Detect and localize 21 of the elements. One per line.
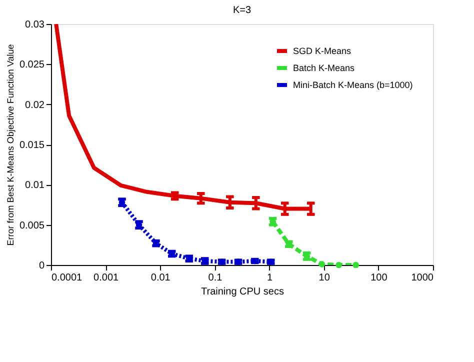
y-tick-label: 0.005: [19, 220, 45, 232]
x-tick-label: 0.0001: [52, 272, 83, 284]
x-tick-label: 1: [267, 272, 274, 284]
x-tick-label: 1000: [411, 272, 434, 284]
x-tick-label: 100: [370, 272, 388, 284]
legend-label: Batch K-Means: [293, 63, 356, 73]
y-tick-label: 0.03: [25, 20, 45, 30]
x-tick-label: 0.1: [208, 272, 223, 284]
x-tick-label: 0.001: [94, 272, 120, 284]
x-tick-label: 0.01: [150, 272, 171, 284]
y-tick-label: 0.01: [25, 180, 45, 192]
y-tick-label: 0.015: [19, 140, 45, 151]
y-tick-label: 0.025: [19, 60, 45, 71]
y-tick-label: 0: [38, 260, 45, 272]
y-tick-label: 0.02: [25, 100, 45, 111]
legend-label: Mini-Batch K-Means (b=1000): [293, 80, 413, 90]
x-axis-title: Training CPU secs: [201, 286, 284, 298]
x-tick-label: 10: [318, 272, 330, 284]
chart-title: K=3: [232, 5, 252, 16]
y-axis-title: Error from Best K-Means Objective Function Value: [5, 44, 16, 246]
legend-label: SGD K-Means: [293, 46, 352, 56]
